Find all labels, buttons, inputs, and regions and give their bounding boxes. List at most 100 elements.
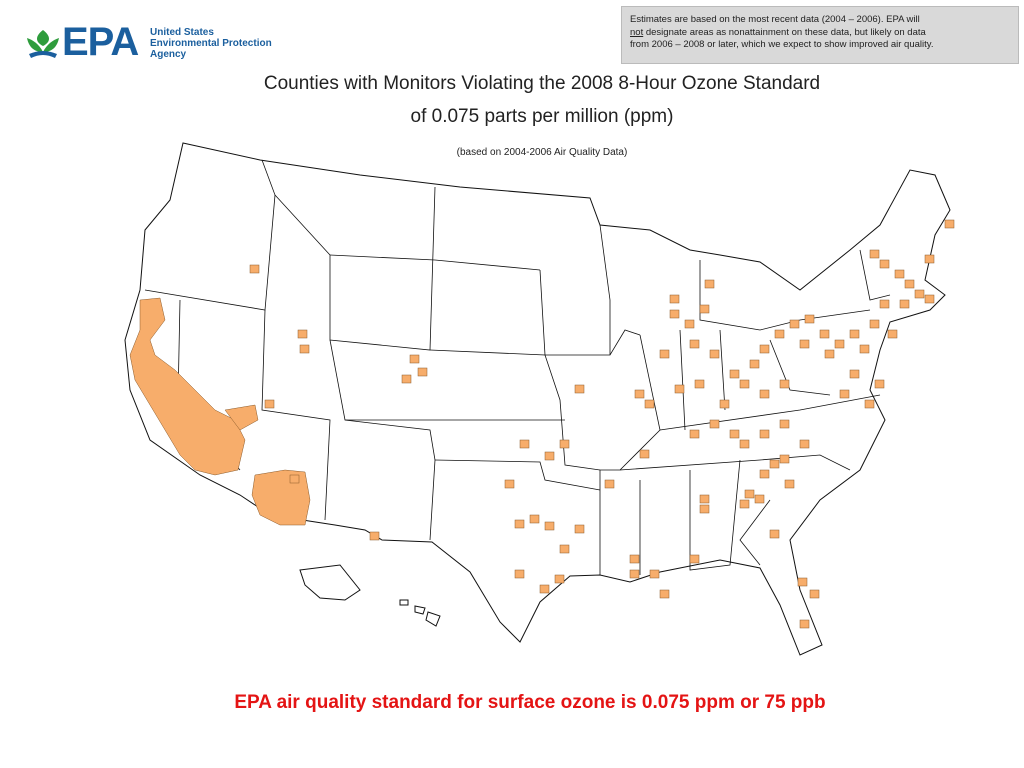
county [709, 349, 720, 359]
county [784, 479, 795, 489]
county [544, 521, 555, 531]
arizona-counties [251, 469, 311, 526]
county [944, 219, 955, 229]
county [659, 349, 670, 359]
county [249, 264, 260, 274]
county [634, 389, 645, 399]
county [604, 479, 615, 489]
county [417, 367, 428, 377]
county [799, 619, 810, 629]
county [774, 329, 785, 339]
county [699, 504, 710, 514]
county [674, 384, 685, 394]
county [739, 499, 750, 509]
county [689, 429, 700, 439]
county [759, 429, 770, 439]
county [914, 289, 925, 299]
county [504, 479, 515, 489]
county [554, 574, 565, 584]
county [887, 329, 898, 339]
county [689, 554, 700, 564]
county [719, 399, 730, 409]
county [739, 439, 750, 449]
county [559, 439, 570, 449]
county [514, 569, 525, 579]
note-line: not designate areas as nonattainment on … [630, 27, 1018, 40]
county [779, 379, 790, 389]
county [789, 319, 800, 329]
logo-line: Agency [150, 49, 187, 60]
county [699, 304, 710, 314]
county [519, 439, 530, 449]
county [369, 531, 380, 541]
violating-counties [129, 219, 955, 629]
county [649, 569, 660, 579]
county [729, 429, 740, 439]
note-text: designate areas as nonattainment on thes… [643, 26, 926, 38]
county [797, 577, 808, 587]
county [879, 259, 890, 269]
footer-caption: EPA air quality standard for surface ozo… [234, 692, 826, 713]
county [834, 339, 845, 349]
county [729, 369, 740, 379]
county [264, 399, 275, 409]
county [924, 254, 935, 264]
note-box: Estimates are based on the most recent d… [621, 6, 1019, 64]
county [629, 569, 640, 579]
county [779, 419, 790, 429]
county [684, 319, 695, 329]
county [694, 379, 705, 389]
county [779, 454, 790, 464]
county [879, 299, 890, 309]
county [799, 439, 810, 449]
county [924, 294, 935, 304]
epa-flower-icon [27, 30, 59, 58]
county [759, 469, 770, 479]
county [669, 294, 680, 304]
note-line: from 2006 – 2008 or later, which we expe… [630, 39, 934, 50]
county [289, 474, 300, 484]
county [809, 589, 820, 599]
county [639, 449, 650, 459]
hawaii [399, 599, 441, 627]
county [769, 459, 780, 469]
county [644, 399, 655, 409]
county [669, 309, 680, 319]
county [744, 489, 755, 499]
county [574, 524, 585, 534]
county [544, 451, 555, 461]
logo-line: United States [150, 27, 214, 38]
county [804, 314, 815, 324]
county [759, 344, 770, 354]
county [297, 329, 308, 339]
note-emphasis: not [630, 26, 644, 38]
county [539, 584, 550, 594]
county [819, 329, 830, 339]
alaska [299, 564, 361, 601]
county [574, 384, 585, 394]
note-line: Estimates are based on the most recent d… [630, 14, 920, 25]
county [839, 389, 850, 399]
county [754, 494, 765, 504]
logo-text: United States Environmental Protection A… [150, 27, 272, 60]
nevada-county [224, 404, 259, 431]
county [849, 369, 860, 379]
county [749, 359, 760, 369]
county [874, 379, 885, 389]
county [529, 514, 540, 524]
county [629, 554, 640, 564]
county [864, 399, 875, 409]
county [904, 279, 915, 289]
county [689, 339, 700, 349]
county [869, 319, 880, 329]
county [704, 279, 715, 289]
county [699, 494, 710, 504]
us-map [124, 142, 955, 656]
county [514, 519, 525, 529]
title-line: of 0.075 parts per million (ppm) [410, 106, 674, 127]
county [769, 529, 780, 539]
california-counties [129, 297, 246, 476]
county [739, 379, 750, 389]
county [401, 374, 412, 384]
